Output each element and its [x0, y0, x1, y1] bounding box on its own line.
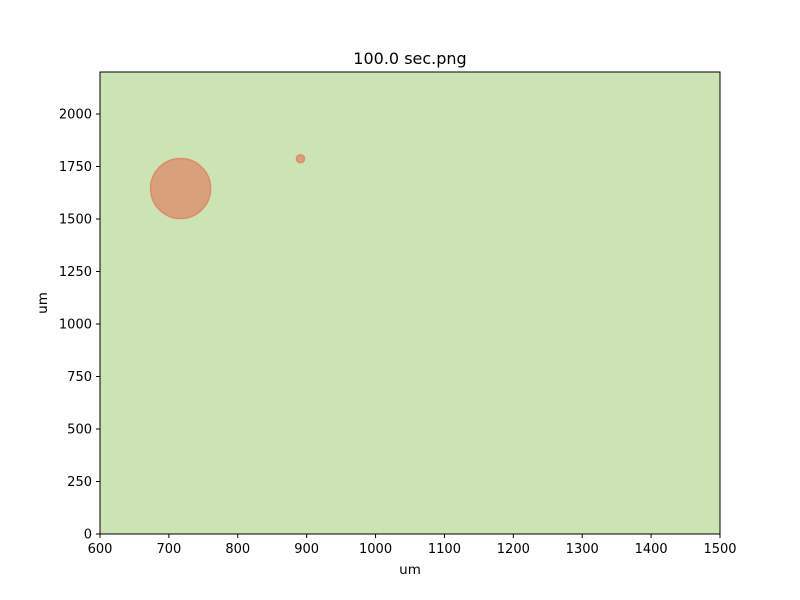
x-tick-label: 600 [88, 542, 113, 557]
data-point-1 [149, 157, 212, 220]
y-tick-label: 1750 [59, 160, 92, 175]
x-tick-label: 700 [156, 542, 181, 557]
chart-title: 100.0 sec.png [353, 49, 466, 68]
y-axis-title: um [35, 292, 51, 314]
plot-frame [99, 71, 721, 535]
x-axis-ticks: 600 700 800 900 1000 1100 1200 1300 1400 1500 [88, 534, 737, 557]
y-tick-label: 1250 [59, 265, 92, 280]
x-tick-label: 800 [225, 542, 250, 557]
x-tick-label: 1500 [703, 542, 736, 557]
x-tick-label: 1000 [359, 542, 392, 557]
plot-area [100, 72, 720, 534]
y-tick-label: 750 [67, 370, 92, 385]
data-points [149, 153, 306, 220]
y-axis-ticks: 0 250 500 750 1000 1250 1500 1750 2000 [59, 108, 100, 543]
x-axis-title: um [399, 562, 421, 578]
x-tick-label: 900 [294, 542, 319, 557]
y-tick-label: 250 [67, 475, 92, 490]
y-tick-label: 2000 [59, 108, 92, 123]
x-tick-label: 1200 [497, 542, 530, 557]
y-tick-label: 500 [67, 423, 92, 438]
y-tick-label: 1000 [59, 318, 92, 333]
x-tick-label: 1400 [635, 542, 668, 557]
y-tick-label: 1500 [59, 213, 92, 228]
x-tick-label: 1100 [428, 542, 461, 557]
data-point-2 [295, 153, 306, 164]
x-tick-label: 1300 [566, 542, 599, 557]
y-tick-label: 0 [84, 528, 92, 543]
